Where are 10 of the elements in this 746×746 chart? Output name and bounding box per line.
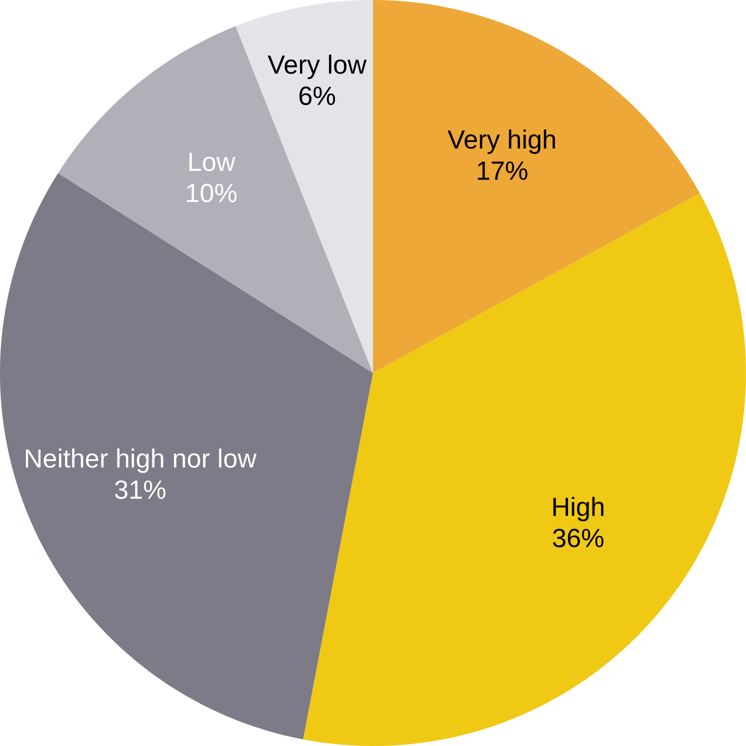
slice-label: Neither high nor low [26,448,257,473]
slice-label: Very high [448,130,555,154]
slice-label: Very low [268,54,367,80]
slice-label: High [553,496,604,522]
data-label: 17% [478,162,528,180]
data-label: 6% [299,86,336,106]
data-label: 10% [187,184,237,202]
data-label: 31% [115,480,166,499]
slice-label: Low [189,152,236,172]
data-label: 36% [552,528,604,548]
